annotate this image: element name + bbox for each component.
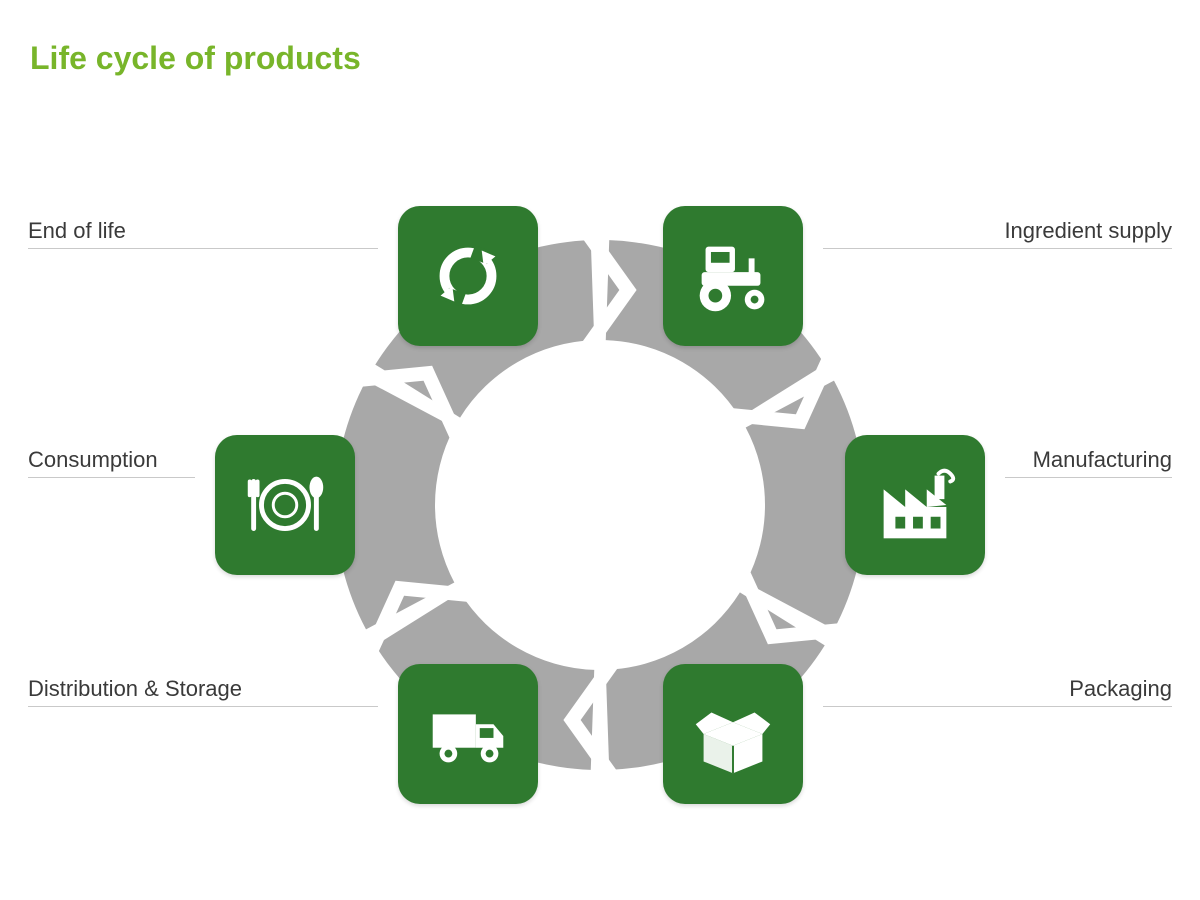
stage-distribution-storage — [398, 664, 538, 804]
stage-label-distribution-storage: Distribution & Storage — [28, 676, 242, 702]
stage-label-ingredient-supply: Ingredient supply — [1004, 218, 1172, 244]
stage-end-of-life — [398, 206, 538, 346]
stage-label-underline-consumption — [28, 477, 195, 478]
lifecycle-diagram: Ingredient supply Manufacturing Packaging D… — [0, 110, 1200, 900]
plate-icon — [236, 456, 334, 554]
stage-label-underline-ingredient-supply — [823, 248, 1173, 249]
stage-label-underline-packaging — [823, 706, 1173, 707]
stage-label-consumption: Consumption — [28, 447, 158, 473]
stage-packaging — [663, 664, 803, 804]
stage-label-manufacturing: Manufacturing — [1033, 447, 1172, 473]
factory-icon — [866, 456, 964, 554]
stage-manufacturing — [845, 435, 985, 575]
stage-consumption — [215, 435, 355, 575]
stage-label-end-of-life: End of life — [28, 218, 126, 244]
truck-icon — [419, 685, 517, 783]
stage-label-underline-manufacturing — [1005, 477, 1172, 478]
box-icon — [684, 685, 782, 783]
page-title: Life cycle of products — [30, 40, 361, 77]
tractor-icon — [684, 227, 782, 325]
stage-label-underline-distribution-storage — [28, 706, 378, 707]
stage-label-underline-end-of-life — [28, 248, 378, 249]
stage-ingredient-supply — [663, 206, 803, 346]
stage-label-packaging: Packaging — [1069, 676, 1172, 702]
recycle-icon — [419, 227, 517, 325]
